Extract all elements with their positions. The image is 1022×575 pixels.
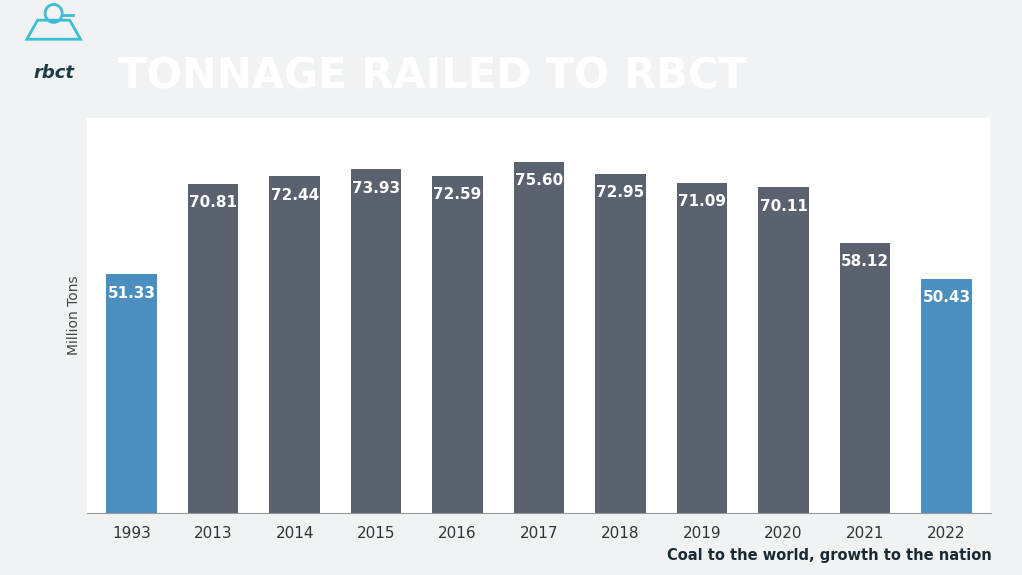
Text: 72.59: 72.59 (433, 187, 481, 202)
Bar (188, 184, 238, 513)
Text: 70.11: 70.11 (759, 199, 807, 214)
Text: TONNAGE RAILED TO RBCT: TONNAGE RAILED TO RBCT (118, 55, 746, 97)
Text: 51.33: 51.33 (107, 286, 155, 301)
Bar (106, 274, 157, 513)
Bar (514, 162, 564, 513)
Text: rbct: rbct (33, 64, 75, 82)
Bar (596, 174, 646, 513)
Y-axis label: Million Tons: Million Tons (67, 275, 82, 355)
Bar (270, 177, 320, 513)
Bar (921, 278, 972, 513)
Bar (758, 187, 808, 513)
Text: 71.09: 71.09 (678, 194, 726, 209)
Text: 73.93: 73.93 (352, 181, 401, 196)
Bar (351, 169, 402, 513)
Bar (677, 182, 728, 513)
Bar (432, 175, 482, 513)
Text: 50.43: 50.43 (923, 290, 971, 305)
Text: Coal to the world, growth to the nation: Coal to the world, growth to the nation (666, 548, 991, 563)
Bar (840, 243, 890, 513)
Text: 58.12: 58.12 (841, 254, 889, 270)
Text: 72.44: 72.44 (271, 188, 319, 203)
Text: 70.81: 70.81 (189, 196, 237, 210)
Text: 75.60: 75.60 (515, 173, 563, 188)
Text: 72.95: 72.95 (597, 186, 645, 201)
